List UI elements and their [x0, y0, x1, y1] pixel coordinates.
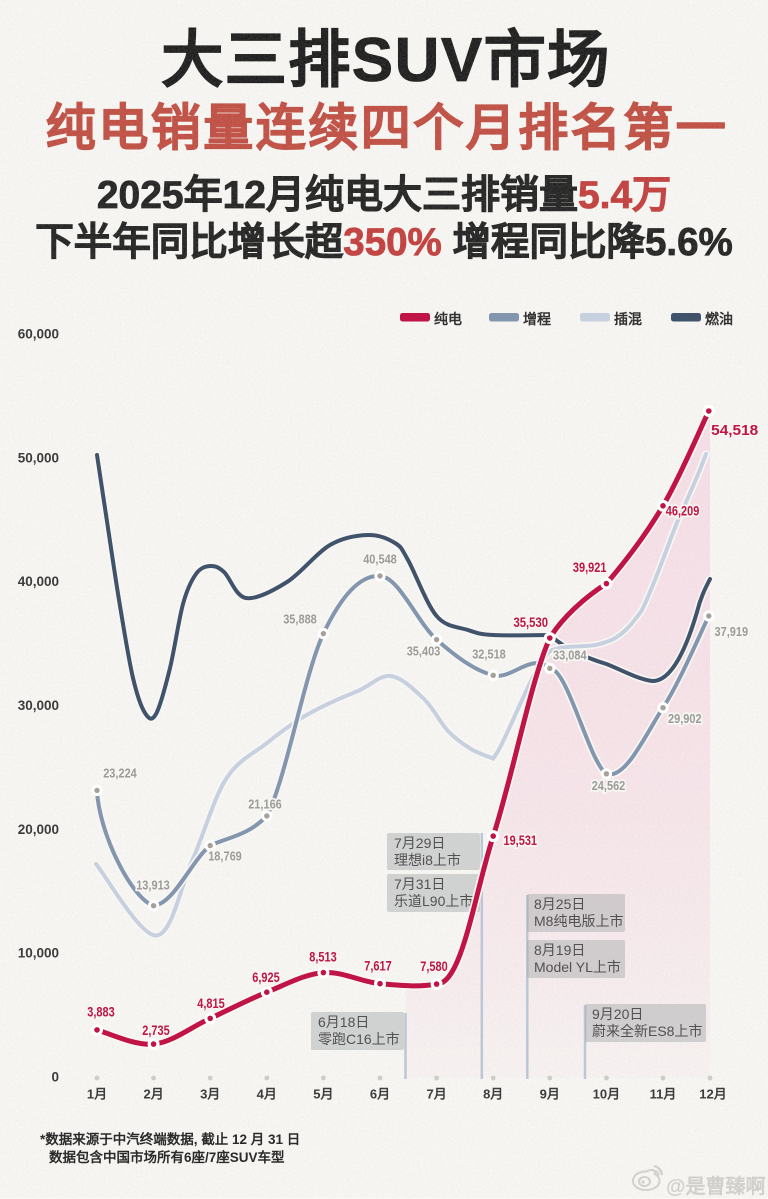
svg-text:6月18日: 6月18日: [318, 1014, 369, 1030]
svg-text:21,166: 21,166: [248, 797, 282, 812]
svg-text:6月: 6月: [370, 1087, 390, 1102]
svg-text:29,902: 29,902: [668, 711, 702, 726]
svg-text:18,769: 18,769: [208, 849, 242, 864]
svg-text:39,921: 39,921: [573, 559, 607, 575]
svg-text:Model YL上市: Model YL上市: [534, 959, 621, 975]
svg-text:增程: 增程: [523, 311, 551, 327]
svg-text:M8纯电版上市: M8纯电版上市: [534, 913, 623, 929]
svg-text:6,925: 6,925: [252, 969, 280, 985]
svg-text:零跑C16上市: 零跑C16上市: [318, 1031, 400, 1047]
svg-text:1月: 1月: [87, 1087, 107, 1102]
svg-text:蔚来全新ES8上市: 蔚来全新ES8上市: [592, 1023, 702, 1039]
svg-text:8月25日: 8月25日: [534, 896, 585, 912]
svg-text:60,000: 60,000: [18, 327, 59, 342]
svg-text:8,513: 8,513: [309, 949, 337, 965]
svg-text:8月: 8月: [483, 1087, 503, 1102]
svg-text:7,617: 7,617: [364, 958, 392, 974]
svg-text:纯电: 纯电: [434, 311, 462, 327]
svg-text:10,000: 10,000: [18, 946, 59, 961]
svg-text:33,084: 33,084: [553, 648, 587, 663]
svg-text:10月: 10月: [593, 1087, 620, 1102]
svg-text:12月: 12月: [699, 1087, 726, 1102]
svg-text:40,548: 40,548: [363, 552, 397, 567]
svg-text:9月: 9月: [540, 1087, 560, 1102]
svg-text:2,735: 2,735: [142, 1022, 170, 1038]
svg-text:乐道L90上市: 乐道L90上市: [394, 893, 473, 909]
svg-text:9月20日: 9月20日: [592, 1006, 643, 1022]
svg-text:3月: 3月: [200, 1087, 220, 1102]
svg-text:30,000: 30,000: [18, 698, 59, 713]
svg-text:7月29日: 7月29日: [394, 835, 445, 851]
svg-text:5月: 5月: [313, 1087, 333, 1102]
svg-text:11月: 11月: [650, 1087, 677, 1102]
svg-text:2月: 2月: [143, 1087, 163, 1102]
svg-text:13,913: 13,913: [136, 878, 170, 893]
svg-text:32,518: 32,518: [472, 647, 506, 662]
svg-text:4月: 4月: [257, 1087, 277, 1102]
svg-text:54,518: 54,518: [711, 422, 758, 439]
svg-text:37,919: 37,919: [715, 624, 749, 639]
svg-text:20,000: 20,000: [18, 822, 59, 837]
svg-text:46,209: 46,209: [666, 503, 700, 519]
svg-text:8月19日: 8月19日: [534, 942, 585, 958]
svg-text:4,815: 4,815: [197, 995, 225, 1011]
svg-text:23,224: 23,224: [103, 766, 137, 781]
svg-text:理想i8上市: 理想i8上市: [394, 852, 461, 868]
svg-text:35,888: 35,888: [283, 612, 317, 627]
svg-text:35,530: 35,530: [514, 614, 549, 630]
svg-text:35,403: 35,403: [407, 644, 441, 659]
svg-text:燃油: 燃油: [705, 311, 733, 327]
svg-text:插混: 插混: [614, 311, 642, 327]
svg-text:7,580: 7,580: [420, 958, 448, 974]
svg-text:7月31日: 7月31日: [394, 876, 445, 892]
svg-text:40,000: 40,000: [18, 574, 59, 589]
svg-text:3,883: 3,883: [87, 1004, 115, 1020]
svg-text:50,000: 50,000: [18, 450, 59, 465]
svg-text:19,531: 19,531: [504, 832, 538, 848]
svg-text:7月: 7月: [426, 1087, 446, 1102]
svg-text:0: 0: [51, 1070, 59, 1085]
svg-text:24,562: 24,562: [592, 778, 626, 793]
